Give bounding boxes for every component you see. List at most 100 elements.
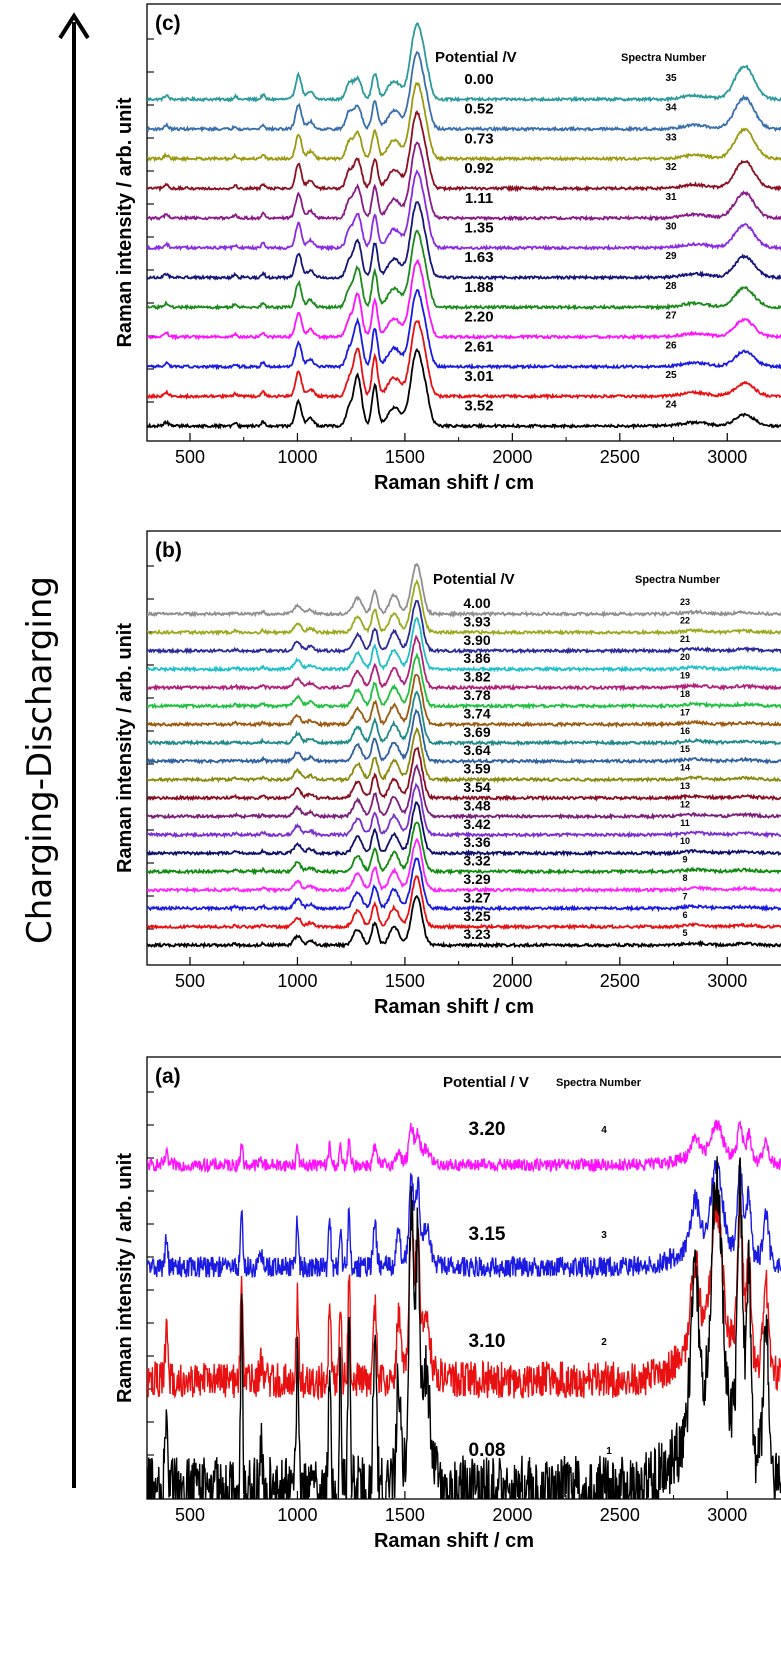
panel-label: (a)	[155, 1065, 181, 1088]
x-tick-label: 3000	[707, 971, 747, 991]
potential-label: 3.90	[463, 632, 490, 648]
plot-frame	[146, 530, 781, 966]
spectrum-line	[147, 875, 781, 931]
spectra-number-label: 8	[682, 873, 687, 883]
potential-label: 2.61	[464, 338, 493, 355]
spectra-number-label: 11	[680, 818, 690, 828]
x-tick-label: 500	[175, 971, 205, 991]
potential-label: 0.92	[464, 160, 493, 177]
spectra-number-label: 10	[680, 836, 690, 846]
potential-label: 3.20	[469, 1119, 506, 1140]
spectrum-line	[147, 1189, 781, 1402]
spectrum-line	[147, 708, 781, 765]
spectra-number-label: 29	[665, 251, 677, 262]
spectrum-line	[147, 258, 781, 341]
spectrum-line	[147, 200, 781, 281]
potential-label: 1.63	[464, 249, 493, 266]
potential-label: 3.29	[463, 871, 490, 887]
spectrum-line	[147, 690, 781, 747]
spectra-number-label: 35	[665, 73, 677, 84]
spectrum-line	[147, 50, 781, 133]
spectrum-line	[147, 821, 781, 876]
x-axis-title: Raman shift / cm	[374, 996, 534, 1018]
potential-header: Potential /V	[435, 49, 517, 66]
plot-frame	[146, 3, 781, 442]
spectrum-line	[147, 229, 781, 311]
potential-label: 3.86	[463, 650, 490, 666]
spectra-number-label: 7	[682, 891, 687, 901]
potential-label: 3.59	[463, 761, 490, 777]
x-tick-label: 1000	[277, 971, 317, 991]
spectra-number-label: 25	[665, 370, 677, 381]
spectra-number-label: 23	[680, 597, 690, 607]
spectrum-line	[147, 169, 781, 252]
x-tick-label: 2500	[600, 1505, 640, 1525]
x-tick-label: 3000	[707, 1505, 747, 1525]
spectrum-line	[147, 600, 781, 655]
spectra-number-label: 34	[665, 103, 677, 114]
spectra-number-label: 28	[665, 281, 677, 292]
y-axis-title: Raman intensity / arb. unit	[114, 1153, 136, 1403]
spectra-number-header: Spectra Number	[556, 1077, 642, 1089]
potential-label: 3.69	[463, 724, 490, 740]
x-tick-label: 2000	[492, 1505, 532, 1525]
spectrum-line	[147, 857, 781, 913]
potential-label: 2.20	[464, 309, 493, 326]
charging-arrow-area: Charging-Discharging	[0, 0, 150, 1657]
spectra-number-label: 27	[665, 311, 677, 322]
x-tick-label: 1500	[385, 447, 425, 467]
potential-label: 3.74	[463, 705, 490, 721]
spectrum-line	[147, 801, 781, 858]
x-tick-label: 1000	[277, 447, 317, 467]
up-arrow-icon	[58, 12, 90, 1488]
potential-label: 3.54	[463, 779, 490, 795]
potential-label: 0.00	[464, 71, 493, 88]
spectra-number-label: 31	[665, 192, 677, 203]
spectra-number-label: 18	[680, 689, 690, 699]
spectra-number-label: 22	[680, 615, 690, 625]
spectra-number-label: 21	[680, 634, 690, 644]
spectra-number-label: 14	[680, 763, 690, 773]
x-tick-label: 2500	[600, 447, 640, 467]
potential-header: Potential /V	[433, 571, 515, 588]
spectrum-line	[147, 1160, 781, 1280]
spectrum-line	[147, 347, 781, 430]
potential-label: 3.48	[463, 797, 490, 813]
spectrum-line	[147, 673, 781, 729]
spectrum-line	[147, 726, 781, 784]
spectra-number-label: 13	[680, 781, 690, 791]
spectrum-line	[147, 141, 781, 222]
panel-label: (c)	[155, 12, 181, 35]
x-tick-label: 2000	[492, 971, 532, 991]
x-tick-label: 2500	[600, 971, 640, 991]
spectra-number-header: Spectra Number	[635, 574, 721, 586]
spectra-number-label: 19	[680, 671, 690, 681]
spectrum-line	[147, 782, 781, 839]
spectra-number-label: 12	[680, 799, 690, 809]
potential-label: 1.88	[464, 279, 493, 296]
spectrum-line	[147, 837, 781, 894]
spectra-number-label: 17	[680, 707, 690, 717]
potential-label: 0.08	[469, 1440, 506, 1461]
spectra-number-label: 33	[665, 132, 677, 143]
potential-label: 3.42	[463, 816, 490, 832]
spectra-number-header: Spectra Number	[621, 52, 707, 64]
spectra-number-label: 9	[682, 855, 687, 865]
spectrum-line	[147, 22, 781, 103]
spectrum-line	[147, 1156, 781, 1499]
potential-label: 3.78	[463, 687, 490, 703]
spectrum-line	[147, 82, 781, 163]
x-tick-label: 2000	[492, 447, 532, 467]
y-axis-title: Raman intensity / arb. unit	[114, 97, 136, 347]
potential-label: 1.35	[464, 220, 493, 237]
spectrum-line	[147, 110, 781, 193]
x-tick-label: 1000	[277, 1505, 317, 1525]
spectra-number-label: 20	[680, 652, 690, 662]
potential-label: 3.23	[463, 926, 490, 942]
spectrum-line	[147, 634, 781, 692]
x-tick-label: 1500	[385, 1505, 425, 1525]
potential-label: 3.82	[463, 669, 490, 685]
spectrum-line	[147, 894, 781, 950]
spectra-number-label: 2	[601, 1337, 607, 1348]
